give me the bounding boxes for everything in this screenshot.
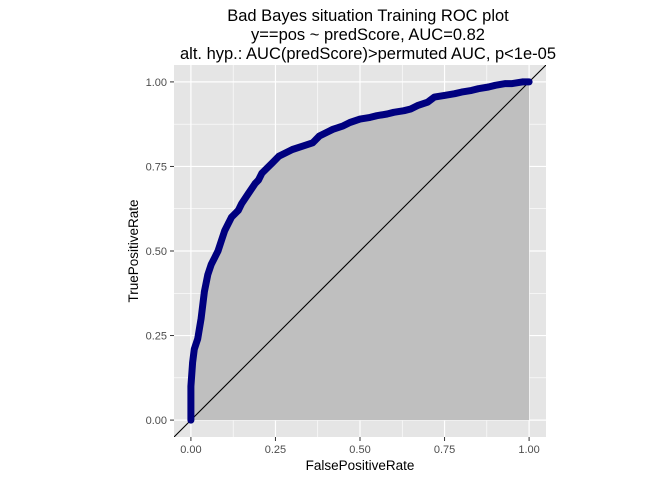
roc-point [485, 83, 492, 91]
roc-point [475, 85, 482, 92]
roc-point [255, 176, 262, 184]
roc-point [204, 271, 211, 278]
roc-point [451, 90, 458, 97]
roc-point [316, 132, 323, 140]
y-tick-label: 0.50 [146, 246, 167, 258]
x-tick-label: 0.50 [349, 444, 370, 456]
x-tick-label: 0.75 [434, 444, 455, 456]
roc-point [299, 143, 306, 150]
axis-ticks: 0.00 0.25 0.50 0.75 1.00 0.00 0.25 0.50 0.75 1.00 [146, 77, 540, 456]
roc-point [289, 146, 296, 153]
chart-title: Bad Bayes situation Training ROC plot [227, 7, 509, 25]
roc-point [194, 335, 201, 343]
roc-point [356, 115, 364, 123]
roc-point [519, 78, 526, 86]
roc-point [424, 99, 431, 106]
x-tick-label: 0.00 [180, 444, 201, 456]
roc-point [214, 247, 222, 255]
roc-point [390, 109, 397, 116]
roc-point [211, 254, 218, 261]
roc-point [323, 129, 330, 136]
roc-point [275, 153, 282, 160]
y-tick-label: 0.75 [146, 161, 167, 173]
roc-point [201, 288, 208, 295]
roc-point [492, 82, 499, 89]
roc-point [383, 110, 391, 118]
roc-point [282, 149, 289, 157]
roc-point [235, 207, 242, 214]
y-tick-label: 0.00 [146, 415, 167, 427]
x-tick-label: 0.25 [265, 444, 286, 456]
roc-point [187, 416, 195, 424]
roc-point [245, 190, 252, 197]
roc-point [431, 93, 438, 101]
roc-point [468, 87, 475, 94]
roc-point [458, 88, 465, 96]
roc-point [407, 105, 414, 113]
chart-subtitle-line-1: y==pos ~ predScore, AUC=0.82 [251, 26, 485, 44]
roc-point [224, 220, 232, 228]
roc-point [414, 102, 421, 109]
roc-point [502, 80, 509, 87]
roc-point [346, 119, 354, 126]
roc-point [191, 345, 198, 353]
roc-point [441, 92, 448, 99]
roc-point [208, 261, 215, 268]
roc-point [400, 107, 408, 114]
roc-point [309, 139, 316, 146]
roc-point [329, 126, 337, 133]
data-layer [174, 65, 546, 437]
roc-point [197, 315, 205, 322]
y-axis-title: TruePositiveRate [126, 199, 141, 302]
roc-point [262, 166, 269, 173]
chart-subtitle-line-2: alt. hyp.: AUC(predScore)>permuted AUC, … [180, 45, 556, 63]
roc-point [339, 122, 347, 130]
roc-point [366, 114, 374, 121]
roc-point [187, 383, 195, 390]
roc-point [509, 80, 516, 87]
y-tick-label: 0.25 [146, 331, 167, 343]
diagonal-reference-line [174, 65, 546, 437]
roc-point [189, 359, 196, 366]
roc-point [218, 237, 225, 245]
roc-point [525, 78, 533, 86]
roc-point [373, 112, 381, 119]
x-tick-label: 1.00 [518, 444, 539, 456]
roc-point [238, 200, 245, 207]
x-axis-title: FalsePositiveRate [306, 458, 415, 473]
roc-point [221, 227, 228, 234]
roc-point [268, 159, 276, 167]
y-tick-label: 1.00 [146, 77, 167, 89]
